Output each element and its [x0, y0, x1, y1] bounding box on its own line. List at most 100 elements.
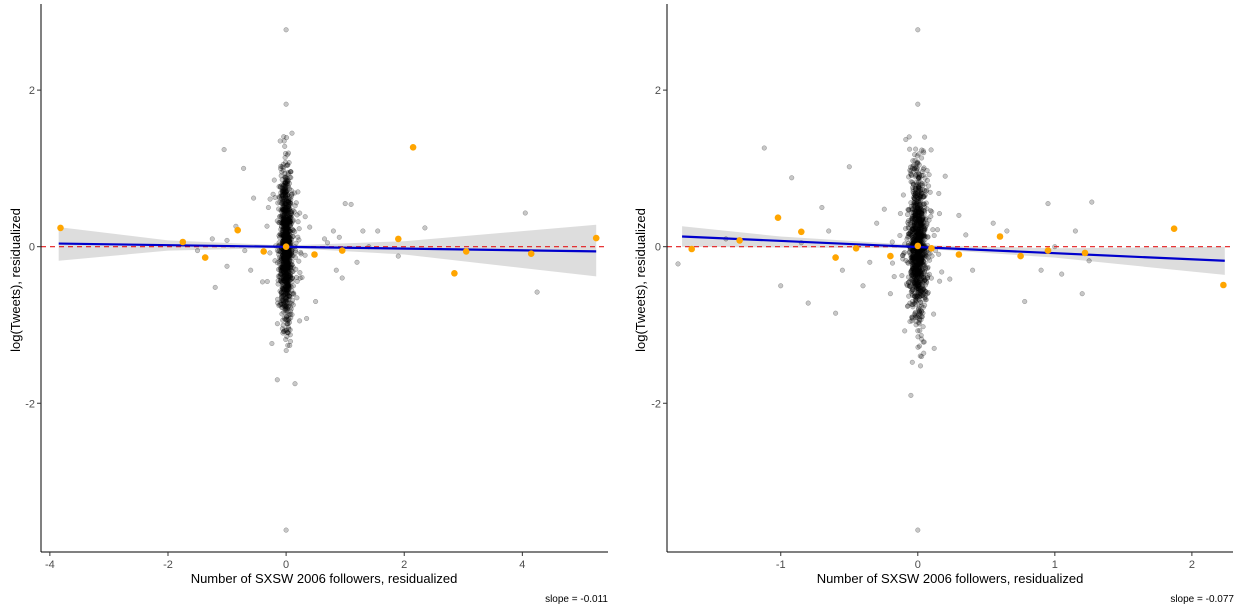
data-point [283, 211, 289, 217]
data-point [283, 256, 289, 262]
data-point [909, 291, 915, 297]
data-point [283, 258, 289, 264]
data-point [918, 273, 924, 279]
data-point [280, 298, 286, 304]
data-point [285, 265, 291, 271]
data-point [917, 194, 923, 200]
data-point [912, 264, 918, 270]
data-point [287, 200, 293, 206]
data-point [285, 218, 292, 224]
data-point [279, 261, 285, 267]
data-point [281, 237, 287, 243]
data-point [290, 302, 296, 308]
data-point [918, 190, 924, 196]
data-point [293, 247, 299, 254]
data-point [283, 263, 289, 269]
data-point [918, 288, 924, 294]
data-point [283, 254, 289, 260]
data-point [283, 206, 289, 212]
data-point [282, 230, 288, 236]
data-point [280, 282, 286, 288]
highlight-point [955, 251, 963, 258]
data-point [914, 274, 920, 280]
data-point [916, 249, 922, 255]
data-point [282, 186, 288, 192]
data-point [281, 261, 287, 267]
data-point [285, 255, 291, 261]
data-point [915, 221, 921, 227]
data-point [281, 252, 287, 258]
data-point [284, 253, 290, 259]
data-point [297, 270, 303, 276]
data-point [916, 258, 922, 264]
data-point [920, 194, 927, 200]
data-point [925, 234, 931, 240]
data-point [287, 195, 293, 201]
data-point [279, 279, 285, 285]
data-point [283, 276, 289, 282]
data-point [920, 310, 926, 316]
data-point [911, 166, 917, 172]
data-point [910, 236, 916, 243]
data-point [286, 213, 292, 220]
data-point [915, 175, 922, 181]
data-point [916, 343, 923, 349]
data-point [913, 286, 919, 292]
data-point [921, 278, 927, 284]
data-point [920, 262, 926, 268]
data-point [284, 258, 290, 264]
data-point [264, 223, 270, 229]
data-point [910, 163, 916, 169]
data-point [280, 252, 286, 258]
data-point [899, 252, 906, 259]
data-point [912, 291, 918, 297]
y-tick-label: 2 [655, 85, 661, 97]
data-point [912, 210, 918, 216]
data-point [281, 233, 287, 239]
data-point [924, 280, 930, 286]
data-point [913, 186, 919, 192]
data-point [280, 219, 286, 225]
data-point [284, 281, 290, 287]
data-point [919, 173, 925, 179]
data-point [281, 285, 287, 291]
data-point [918, 281, 924, 288]
data-point [917, 266, 923, 272]
data-point [916, 196, 922, 202]
data-point [917, 235, 923, 241]
data-point [291, 290, 297, 296]
data-point [286, 268, 292, 275]
data-point [282, 222, 289, 228]
data-point [285, 284, 291, 290]
data-point [924, 206, 930, 212]
data-point [283, 284, 289, 290]
data-point [280, 259, 286, 265]
data-point [919, 221, 925, 227]
y-axis-title: log(Tweets), residualized [633, 208, 648, 352]
data-point [922, 295, 928, 301]
x-tick-label: 2 [401, 559, 407, 571]
data-point [284, 271, 290, 277]
data-point [917, 261, 923, 268]
data-point [278, 249, 284, 255]
data-point [910, 213, 916, 219]
data-point [911, 238, 917, 245]
data-point [912, 225, 918, 231]
data-point [908, 164, 914, 170]
data-point [911, 276, 917, 282]
data-point [284, 193, 290, 199]
data-point [930, 227, 936, 233]
data-point [278, 271, 284, 277]
data-point [912, 267, 918, 273]
data-point [248, 267, 254, 273]
data-point [287, 327, 293, 333]
data-point [909, 254, 915, 260]
data-point [921, 165, 927, 171]
data-point [911, 249, 917, 255]
data-point [917, 179, 923, 185]
highlight-point [57, 224, 64, 232]
data-point [914, 165, 920, 171]
data-point [285, 204, 291, 210]
data-point [910, 253, 916, 259]
data-point [342, 201, 348, 207]
